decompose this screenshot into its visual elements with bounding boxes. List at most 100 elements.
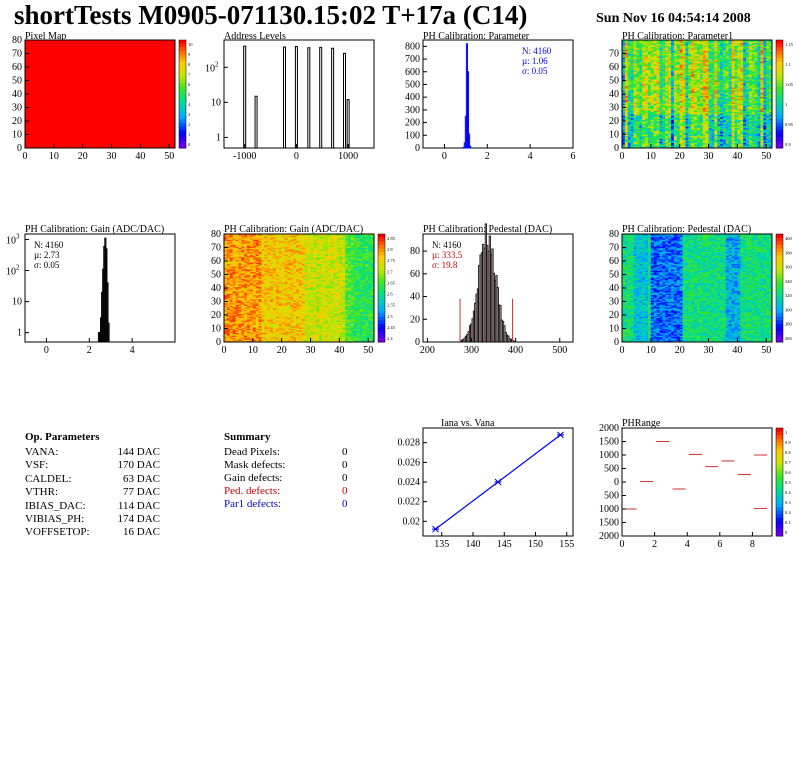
gain-map-cell [241, 273, 245, 275]
ph-parameter1-cell [754, 40, 758, 42]
ph-parameter1-cell [728, 96, 733, 99]
ph-parameter1-cell [645, 115, 649, 118]
ph-parameter1-cell [662, 137, 666, 139]
ph-parameter1-cell [636, 99, 640, 102]
ph-parameter1-cell [702, 126, 707, 129]
gain-map-cell [238, 298, 242, 301]
ph-parameter1-cell [642, 143, 646, 146]
gain-map-cell [226, 262, 231, 265]
ph-parameter1-cell [754, 50, 758, 53]
ph-parameter1-cell [622, 129, 626, 131]
ph-parameter1-cell [697, 118, 701, 121]
ph-parameter1-cell [746, 65, 750, 68]
ph-parameter1-cell [682, 107, 686, 110]
ph-parameter1-cell [711, 87, 715, 89]
ph-parameter1-cell [688, 79, 692, 81]
ph-parameter1-cell [737, 71, 741, 73]
ph-parameter1-cell [622, 127, 626, 130]
ph-parameter1-cell [647, 53, 652, 56]
ph-parameter1-cell [647, 41, 652, 44]
ph-parameter1-cell [705, 123, 709, 126]
ph-parameter1-cell [702, 61, 707, 64]
ph-gain-ytick-label: 10 [6, 235, 16, 246]
ph-parameter1-cell [656, 84, 660, 87]
gain-map-cell [229, 327, 234, 329]
pixel-map-colorbar-frame [178, 39, 187, 149]
ph-parameter1-cell [743, 107, 747, 110]
ph-parameter1-cell [639, 106, 643, 108]
ph-parameter1-cell [731, 94, 735, 96]
ph-parameter1-cell [734, 60, 738, 62]
ph-parameter1-cell [760, 106, 764, 108]
ph-parameter1-cell [734, 127, 738, 130]
gain-map-cell [232, 234, 236, 236]
ph-parameter1-cell [633, 79, 637, 81]
ph-parameter1-cell [642, 104, 646, 107]
ph-parameter1-cell [766, 83, 770, 85]
ph-parameter1-cell [702, 85, 707, 88]
ph-parameter1-cell [748, 112, 753, 115]
ph-parameter1-cell [699, 108, 704, 111]
ph-parameter1-cell [743, 121, 747, 123]
ph-parameter1-cell [705, 83, 709, 85]
ph-parameter1-cell [743, 69, 747, 72]
ph-parameter1-cell [743, 56, 747, 58]
ph-parameter1-cell [645, 119, 649, 122]
ph-parameter1-cell [746, 91, 750, 94]
ph-parameter1-cell [659, 108, 663, 111]
ph-parameter1-cell [754, 68, 758, 71]
ph-parameter1-cell [717, 44, 721, 46]
gain-map-cell [229, 256, 234, 259]
ph-parameter1-cell [627, 80, 632, 83]
ph-parameter1-cell [746, 85, 750, 88]
ph-parameter1-cell [668, 96, 672, 99]
ph-parameter1-cell [740, 145, 744, 148]
ph-parameter1-cell [728, 80, 733, 83]
gain-map-cell [226, 316, 231, 319]
ph-parameter1-cell [737, 67, 741, 69]
ph-parameter1-cell [760, 142, 764, 145]
ph-parameter1-cell [671, 143, 675, 146]
ph-parameter1-cell [748, 84, 753, 87]
ph-parameter1-cell [673, 142, 678, 145]
ph-parameter1-cell [691, 67, 695, 69]
ph-parameter1-cell [656, 64, 660, 67]
ph-parameter1-cell [734, 62, 738, 65]
ph-parameter1-cell [746, 125, 750, 127]
ph-parameter1-cell [659, 76, 663, 79]
ph-parameter1-cell [737, 129, 741, 131]
ph-parameter1-cell [630, 121, 634, 123]
ph-parameter1-cell [665, 99, 669, 102]
ph-parameter1-cell [769, 87, 773, 89]
ph-parameter1-cell [647, 116, 652, 119]
gain-map-cell [241, 321, 245, 324]
ph-parameter1-cell [639, 53, 643, 56]
ph-parameter1-cell [624, 61, 629, 64]
ph-parameter1-cell [697, 75, 701, 77]
ph-parameter1-cell [760, 99, 764, 102]
gain-map-cell [224, 294, 228, 297]
ph-parameter1-cell [766, 68, 770, 71]
ph-parameter1-cell [757, 87, 761, 89]
gain-map-cell [229, 278, 234, 281]
ph-parameter1-cell [673, 58, 678, 61]
gain-map-cell [229, 313, 234, 316]
pixel-map-colorbar-cell [179, 86, 186, 91]
ph-parameter1-chart: 0 10 20 30 40 500102030405060701.151.11.0510.… [609, 39, 794, 162]
ph-parameter1-cell [656, 145, 660, 148]
ph-parameter1-cell [746, 104, 750, 107]
ph-parameter1-cell [746, 96, 750, 99]
ph-parameter1-cell [676, 116, 681, 119]
gain-map-cell [226, 282, 231, 285]
gain-map-cell [238, 292, 242, 294]
gain-map-cell [238, 270, 242, 273]
ph-parameter1-cell [722, 92, 727, 95]
ph-parameter1-cell [639, 134, 643, 137]
gain-map-cell [235, 271, 239, 274]
ph-parameter1-cell [708, 53, 712, 56]
ph-parameter1-cell [763, 92, 767, 95]
ph-parameter1-cell [630, 89, 634, 92]
gain-map-cell [226, 248, 231, 251]
pixel-map-colorbar-cell [179, 119, 186, 124]
gain-map-cell [226, 279, 231, 282]
